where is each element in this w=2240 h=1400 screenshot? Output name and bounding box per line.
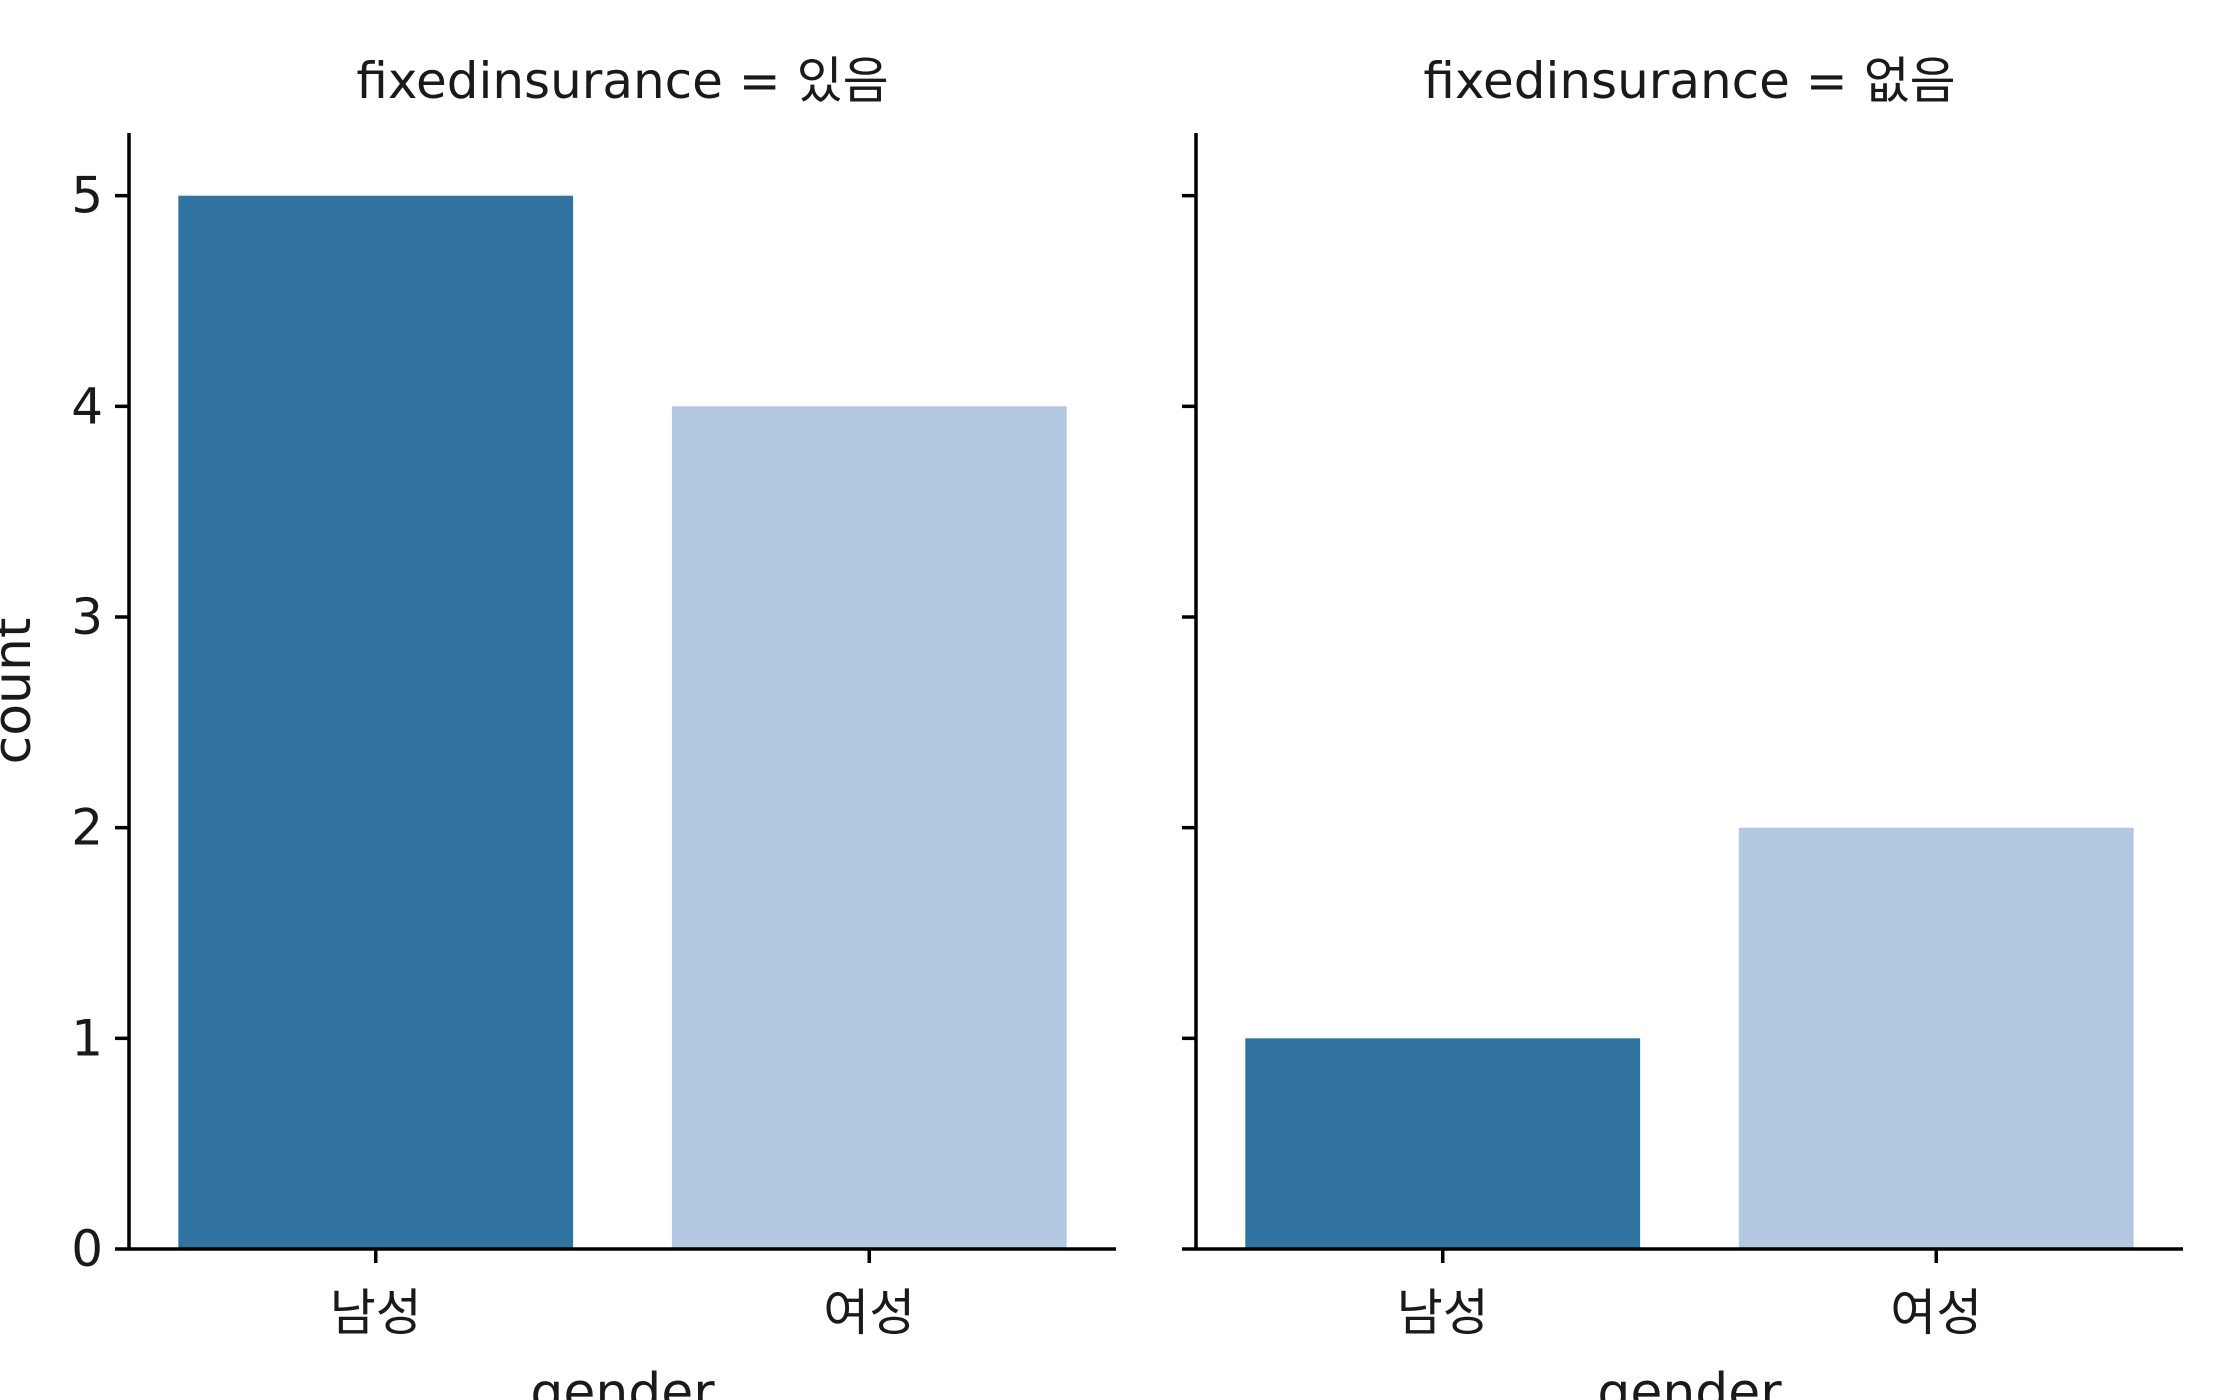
y-tick-label-5: 5: [71, 167, 103, 225]
x-tick-label-2-2: 여성: [1890, 1284, 1982, 1342]
bar-1-2: [671, 406, 1067, 1249]
x-tick-label-1-1: 남성: [330, 1284, 422, 1342]
x-axis-label-2: gender: [1597, 1363, 1782, 1400]
bar-1-1: [178, 195, 574, 1250]
x-tick-label-1-2: 여성: [823, 1284, 915, 1342]
bar-2-1: [1245, 1038, 1641, 1249]
y-tick-label-3: 3: [71, 588, 103, 646]
y-axis-label: count: [0, 618, 43, 765]
y-tick-label-4: 4: [71, 377, 103, 435]
y-tick-label-0: 0: [71, 1220, 103, 1278]
y-tick-label-2: 2: [71, 799, 103, 857]
y-tick-label-1: 1: [71, 1009, 103, 1067]
facet-title-1: fixedinsurance = 있음: [356, 52, 888, 110]
bar-2-2: [1738, 827, 2134, 1249]
x-tick-label-2-1: 남성: [1397, 1284, 1489, 1342]
x-axis-label-1: gender: [530, 1363, 715, 1400]
facet-title-2: fixedinsurance = 없음: [1423, 52, 1955, 110]
